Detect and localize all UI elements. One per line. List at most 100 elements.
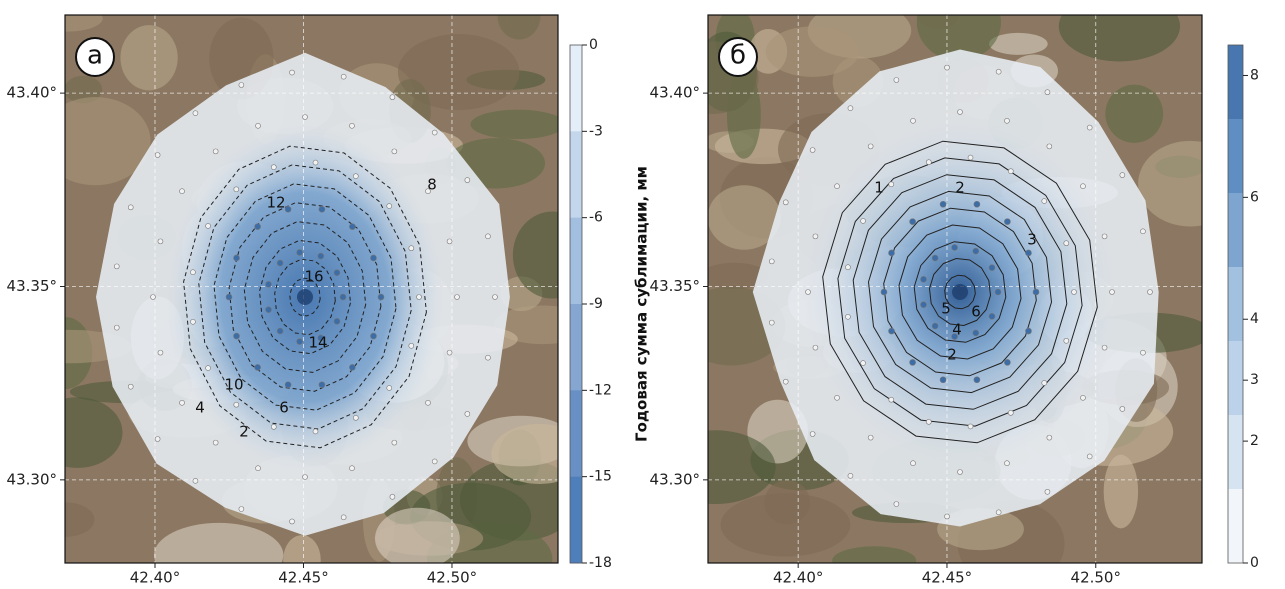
station	[254, 223, 261, 230]
colorbar-step	[1228, 341, 1243, 416]
station	[265, 306, 272, 313]
station	[812, 233, 819, 240]
station	[446, 238, 453, 245]
station	[333, 269, 341, 276]
station	[225, 293, 233, 301]
terrain-patch	[283, 535, 321, 563]
station	[212, 439, 219, 446]
station	[271, 164, 277, 170]
station	[957, 469, 963, 475]
terrain-patch	[512, 211, 558, 299]
station	[847, 105, 854, 111]
y-tick-label: 43.35°	[650, 277, 700, 295]
station	[349, 465, 355, 471]
station	[1025, 327, 1032, 335]
station	[920, 301, 927, 308]
terrain-patch	[153, 522, 284, 563]
station	[284, 205, 292, 213]
panel-label: б	[730, 41, 746, 71]
station	[995, 509, 1002, 516]
station	[967, 423, 974, 430]
station	[926, 419, 932, 425]
terrain-patch	[764, 480, 811, 525]
station	[255, 465, 261, 471]
station	[349, 223, 356, 230]
station	[834, 395, 840, 401]
station	[893, 501, 900, 507]
terrain-patch	[1105, 84, 1164, 143]
station	[944, 64, 950, 71]
terrain-patch	[1058, 15, 1181, 62]
station	[1025, 249, 1032, 257]
terrain-patch	[65, 75, 103, 104]
station	[265, 281, 272, 288]
station	[276, 327, 284, 335]
station	[782, 378, 789, 385]
colorbar-step	[1228, 119, 1243, 194]
station	[425, 188, 431, 194]
terrain-patch	[832, 546, 917, 563]
terrain-patch	[491, 423, 558, 484]
colorbar-tick-label: 8	[1250, 67, 1259, 83]
x-tick-label: 42.45°	[922, 569, 972, 586]
station	[318, 381, 326, 389]
map-frame	[64, 14, 559, 564]
terrain-patch	[720, 493, 851, 557]
contour-line	[213, 183, 397, 411]
station	[1119, 406, 1126, 412]
station	[192, 110, 199, 116]
contour-label: 10	[224, 376, 243, 394]
station	[1101, 233, 1108, 240]
station	[318, 205, 326, 213]
x-tick-label: 42.50°	[1071, 569, 1121, 586]
panel-badge	[718, 37, 758, 77]
panel-label: а	[87, 41, 103, 71]
station	[957, 109, 963, 115]
station	[464, 411, 471, 417]
station	[951, 333, 958, 340]
station	[296, 338, 303, 345]
station	[988, 264, 996, 271]
terrain-patch	[1138, 140, 1202, 227]
station	[408, 245, 415, 252]
station	[408, 342, 415, 349]
station	[464, 177, 471, 183]
station	[910, 460, 916, 466]
colorbar-tick-label: -6	[589, 210, 603, 226]
station	[1140, 228, 1146, 235]
colorbar-tick-label: 4	[1250, 311, 1259, 327]
terrain-patch	[65, 502, 95, 537]
station	[233, 186, 240, 193]
terrain-patch	[1103, 454, 1139, 529]
terrain-patch	[708, 262, 769, 290]
x-tick-label: 42.40°	[773, 569, 823, 586]
station	[312, 159, 319, 166]
station	[860, 360, 866, 366]
station	[867, 143, 874, 150]
station	[179, 188, 185, 194]
station	[972, 247, 980, 255]
station	[1080, 183, 1086, 189]
colorbar-step	[570, 390, 582, 478]
colorbar-step	[570, 131, 582, 219]
y-tick-label: 43.40°	[650, 84, 700, 102]
station	[446, 349, 453, 356]
colorbar-title: Годовая сумма сублимации, мм	[633, 166, 651, 442]
station	[834, 183, 840, 189]
station	[867, 434, 874, 441]
colorbar-tick-label: -18	[589, 555, 612, 571]
station	[254, 364, 261, 371]
station	[1041, 198, 1048, 204]
station	[893, 77, 900, 83]
terrain-patch	[120, 25, 178, 91]
station	[860, 218, 866, 224]
contour-line	[822, 140, 1098, 444]
station	[212, 148, 219, 155]
station	[377, 293, 385, 301]
terrain-patch	[65, 397, 123, 468]
contour-label: 12	[266, 194, 285, 212]
contour-label: 1	[874, 179, 884, 197]
station	[809, 147, 816, 153]
station	[809, 431, 816, 437]
